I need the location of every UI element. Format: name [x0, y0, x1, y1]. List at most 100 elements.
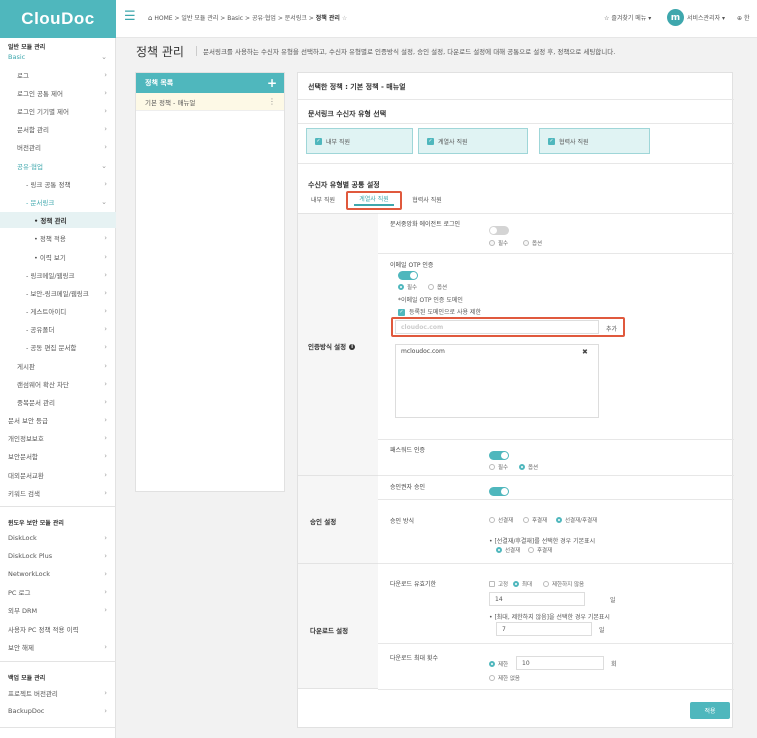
- default-pre-radio[interactable]: 선결재: [496, 546, 520, 554]
- restrict-domain-checkbox[interactable]: ✓ 등록된 도메인으로 사용 제한: [398, 307, 481, 316]
- sidebar-item[interactable]: 프로젝트 버전관리 ›: [0, 685, 116, 701]
- sidebar-item[interactable]: 보안문서함 ›: [0, 448, 116, 464]
- post-approval-radio[interactable]: 후결재: [523, 516, 547, 524]
- menu-icon[interactable]: ☰: [124, 9, 136, 24]
- agent-login-toggle[interactable]: [489, 226, 509, 235]
- breadcrumb-share[interactable]: 공유·협업: [251, 15, 276, 22]
- sidebar-item[interactable]: 대외문서교환 ›: [0, 467, 116, 483]
- email-otp-required-radio[interactable]: 필수: [398, 283, 417, 291]
- period-fixed-radio[interactable]: 고정: [489, 580, 508, 588]
- add-domain-button[interactable]: 추가: [606, 326, 618, 333]
- sidebar-item[interactable]: 로그인 기기별 제어 ›: [0, 103, 116, 119]
- breadcrumb-doclink[interactable]: 문서링크: [284, 15, 307, 22]
- sidebar-item[interactable]: - 공동 편집 문서함 ›: [0, 339, 116, 355]
- star-icon[interactable]: ☆: [341, 15, 348, 22]
- home-icon[interactable]: ⌂: [148, 14, 153, 22]
- sidebar-item[interactable]: 게시판 ›: [0, 358, 116, 374]
- limit-input[interactable]: 10: [516, 656, 604, 670]
- domain-input[interactable]: cloudoc.com: [395, 320, 599, 334]
- no-limit-radio[interactable]: 제한 없음: [489, 674, 520, 682]
- email-otp-optional-radio[interactable]: 옵션: [428, 283, 447, 291]
- tab-affiliate[interactable]: 계열사 직원: [354, 192, 394, 206]
- sidebar-item[interactable]: 로그인 공통 제어 ›: [0, 85, 116, 101]
- sidebar-item-label: BackupDoc: [8, 707, 45, 715]
- divider: [298, 123, 734, 124]
- avatar[interactable]: m: [667, 9, 684, 26]
- sidebar-item[interactable]: Basic ⌄: [0, 49, 116, 65]
- recipient-type-affiliate[interactable]: ✓ 계열사 직원: [418, 128, 528, 154]
- chevron-right-icon: ›: [104, 234, 107, 242]
- sidebar-item[interactable]: • 정책 관리: [0, 212, 116, 228]
- sidebar-item[interactable]: DiskLock ›: [0, 530, 116, 546]
- period-input[interactable]: 14: [489, 592, 585, 606]
- breadcrumb: ⌂ HOME > 일반 모듈 관리 > Basic > 공유·협업 > 문서링크…: [148, 14, 348, 22]
- info-icon[interactable]: i: [349, 344, 356, 350]
- sidebar-item[interactable]: BackupDoc ›: [0, 703, 116, 719]
- sidebar-item[interactable]: - 링크 공통 정책 ›: [0, 176, 116, 192]
- sidebar-item[interactable]: 중복문서 관리 ›: [0, 394, 116, 410]
- default-post-radio[interactable]: 후결재: [528, 546, 552, 554]
- sidebar-item[interactable]: 사용자 PC 정책 적용 이력: [0, 621, 116, 637]
- apply-button[interactable]: 적용: [690, 702, 730, 719]
- password-required-radio[interactable]: 필수: [489, 463, 508, 471]
- period-max-radio[interactable]: 최대: [513, 580, 532, 588]
- period-unlimited-radio[interactable]: 제한하지 않음: [543, 580, 584, 588]
- approval-label: 승인 설정: [310, 518, 337, 526]
- language-selector[interactable]: ⊕ 한: [737, 13, 749, 22]
- sidebar-item[interactable]: - 문서링크 ⌄: [0, 194, 116, 210]
- sidebar-item[interactable]: PC 로그 ›: [0, 584, 116, 600]
- sidebar-item[interactable]: 개인정보보호 ›: [0, 430, 116, 446]
- sidebar-item[interactable]: 버전관리 ›: [0, 139, 116, 155]
- approver-toggle[interactable]: [489, 487, 509, 496]
- sidebar-item-label: - 공유폴더: [26, 326, 55, 334]
- sidebar-item[interactable]: - 링크메일/웹링크 ›: [0, 267, 116, 283]
- top-bar: ☰ ⌂ HOME > 일반 모듈 관리 > Basic > 공유·협업 > 문서…: [116, 0, 757, 38]
- recipient-type-internal[interactable]: ✓ 내부 직원: [306, 128, 413, 154]
- highlight-box: [346, 191, 402, 210]
- list-item[interactable]: 기본 정책 - 매뉴얼 ⋮: [136, 93, 284, 111]
- app-logo[interactable]: ClouDoc: [0, 0, 116, 38]
- sidebar-item[interactable]: 문서 보안 등급 ›: [0, 412, 116, 428]
- sidebar-item-label: 문서 보안 등급: [8, 417, 49, 425]
- chevron-right-icon: ›: [104, 107, 107, 115]
- recipient-type-partner[interactable]: ✓ 협력사 직원: [539, 128, 650, 154]
- sidebar-item[interactable]: - 게스트아이디 ›: [0, 303, 116, 319]
- pre-post-approval-radio[interactable]: 선결재/후결재: [556, 516, 597, 524]
- tab-internal[interactable]: 내부 직원: [311, 196, 335, 204]
- sidebar-item[interactable]: 공유·협업 ⌄: [0, 158, 116, 174]
- breadcrumb-general[interactable]: 일반 모듈 관리: [181, 15, 219, 22]
- chevron-right-icon: ›: [104, 552, 107, 560]
- password-auth-toggle[interactable]: [489, 451, 509, 460]
- user-menu[interactable]: 서비스관리자 ▾: [687, 15, 726, 22]
- limit-unit: 회: [611, 661, 617, 668]
- sidebar-item[interactable]: 키워드 검색 ›: [0, 485, 116, 501]
- favorites-menu[interactable]: ☆ 즐겨찾기 메뉴 ▾: [604, 15, 652, 22]
- sidebar-item[interactable]: 랜섬웨어 확산 차단 ›: [0, 376, 116, 392]
- breadcrumb-home[interactable]: HOME: [154, 15, 173, 22]
- password-optional-radio[interactable]: 옵션: [519, 463, 538, 471]
- checkbox-checked-icon: ✓: [315, 137, 322, 145]
- breadcrumb-basic[interactable]: Basic: [227, 15, 244, 22]
- sidebar-item[interactable]: 로그 ›: [0, 67, 116, 83]
- limit-radio[interactable]: 제한: [489, 660, 508, 668]
- sidebar-item[interactable]: DiskLock Plus ›: [0, 548, 116, 564]
- sidebar-item[interactable]: • 이력 보기 ›: [0, 249, 116, 265]
- add-policy-icon[interactable]: +: [266, 76, 277, 90]
- agent-login-required-radio[interactable]: 필수: [489, 239, 508, 247]
- pre-approval-radio[interactable]: 선결재: [489, 516, 513, 524]
- sidebar-item[interactable]: - 보안-링크메일/웹링크 ›: [0, 285, 116, 301]
- close-icon[interactable]: ✖: [582, 348, 588, 356]
- approval-note: • [선결재/후결재]를 선택한 경우 기본표시: [489, 538, 596, 545]
- sidebar-item[interactable]: 보안 해제 ›: [0, 639, 116, 655]
- sidebar-item-label: 개인정보보호: [8, 435, 44, 443]
- email-otp-toggle[interactable]: [398, 271, 418, 280]
- agent-login-optional-radio[interactable]: 옵션: [523, 239, 542, 247]
- more-icon[interactable]: ⋮: [268, 97, 276, 106]
- sidebar-item[interactable]: - 공유폴더 ›: [0, 321, 116, 337]
- default-period-input[interactable]: 7: [496, 622, 592, 636]
- sidebar-item[interactable]: 문서함 관리 ›: [0, 121, 116, 137]
- sidebar-item[interactable]: 외부 DRM ›: [0, 602, 116, 618]
- tab-partner[interactable]: 협력사 직원: [412, 196, 442, 204]
- sidebar-item[interactable]: • 정책 적용 ›: [0, 230, 116, 246]
- sidebar-item[interactable]: NetworkLock ›: [0, 566, 116, 582]
